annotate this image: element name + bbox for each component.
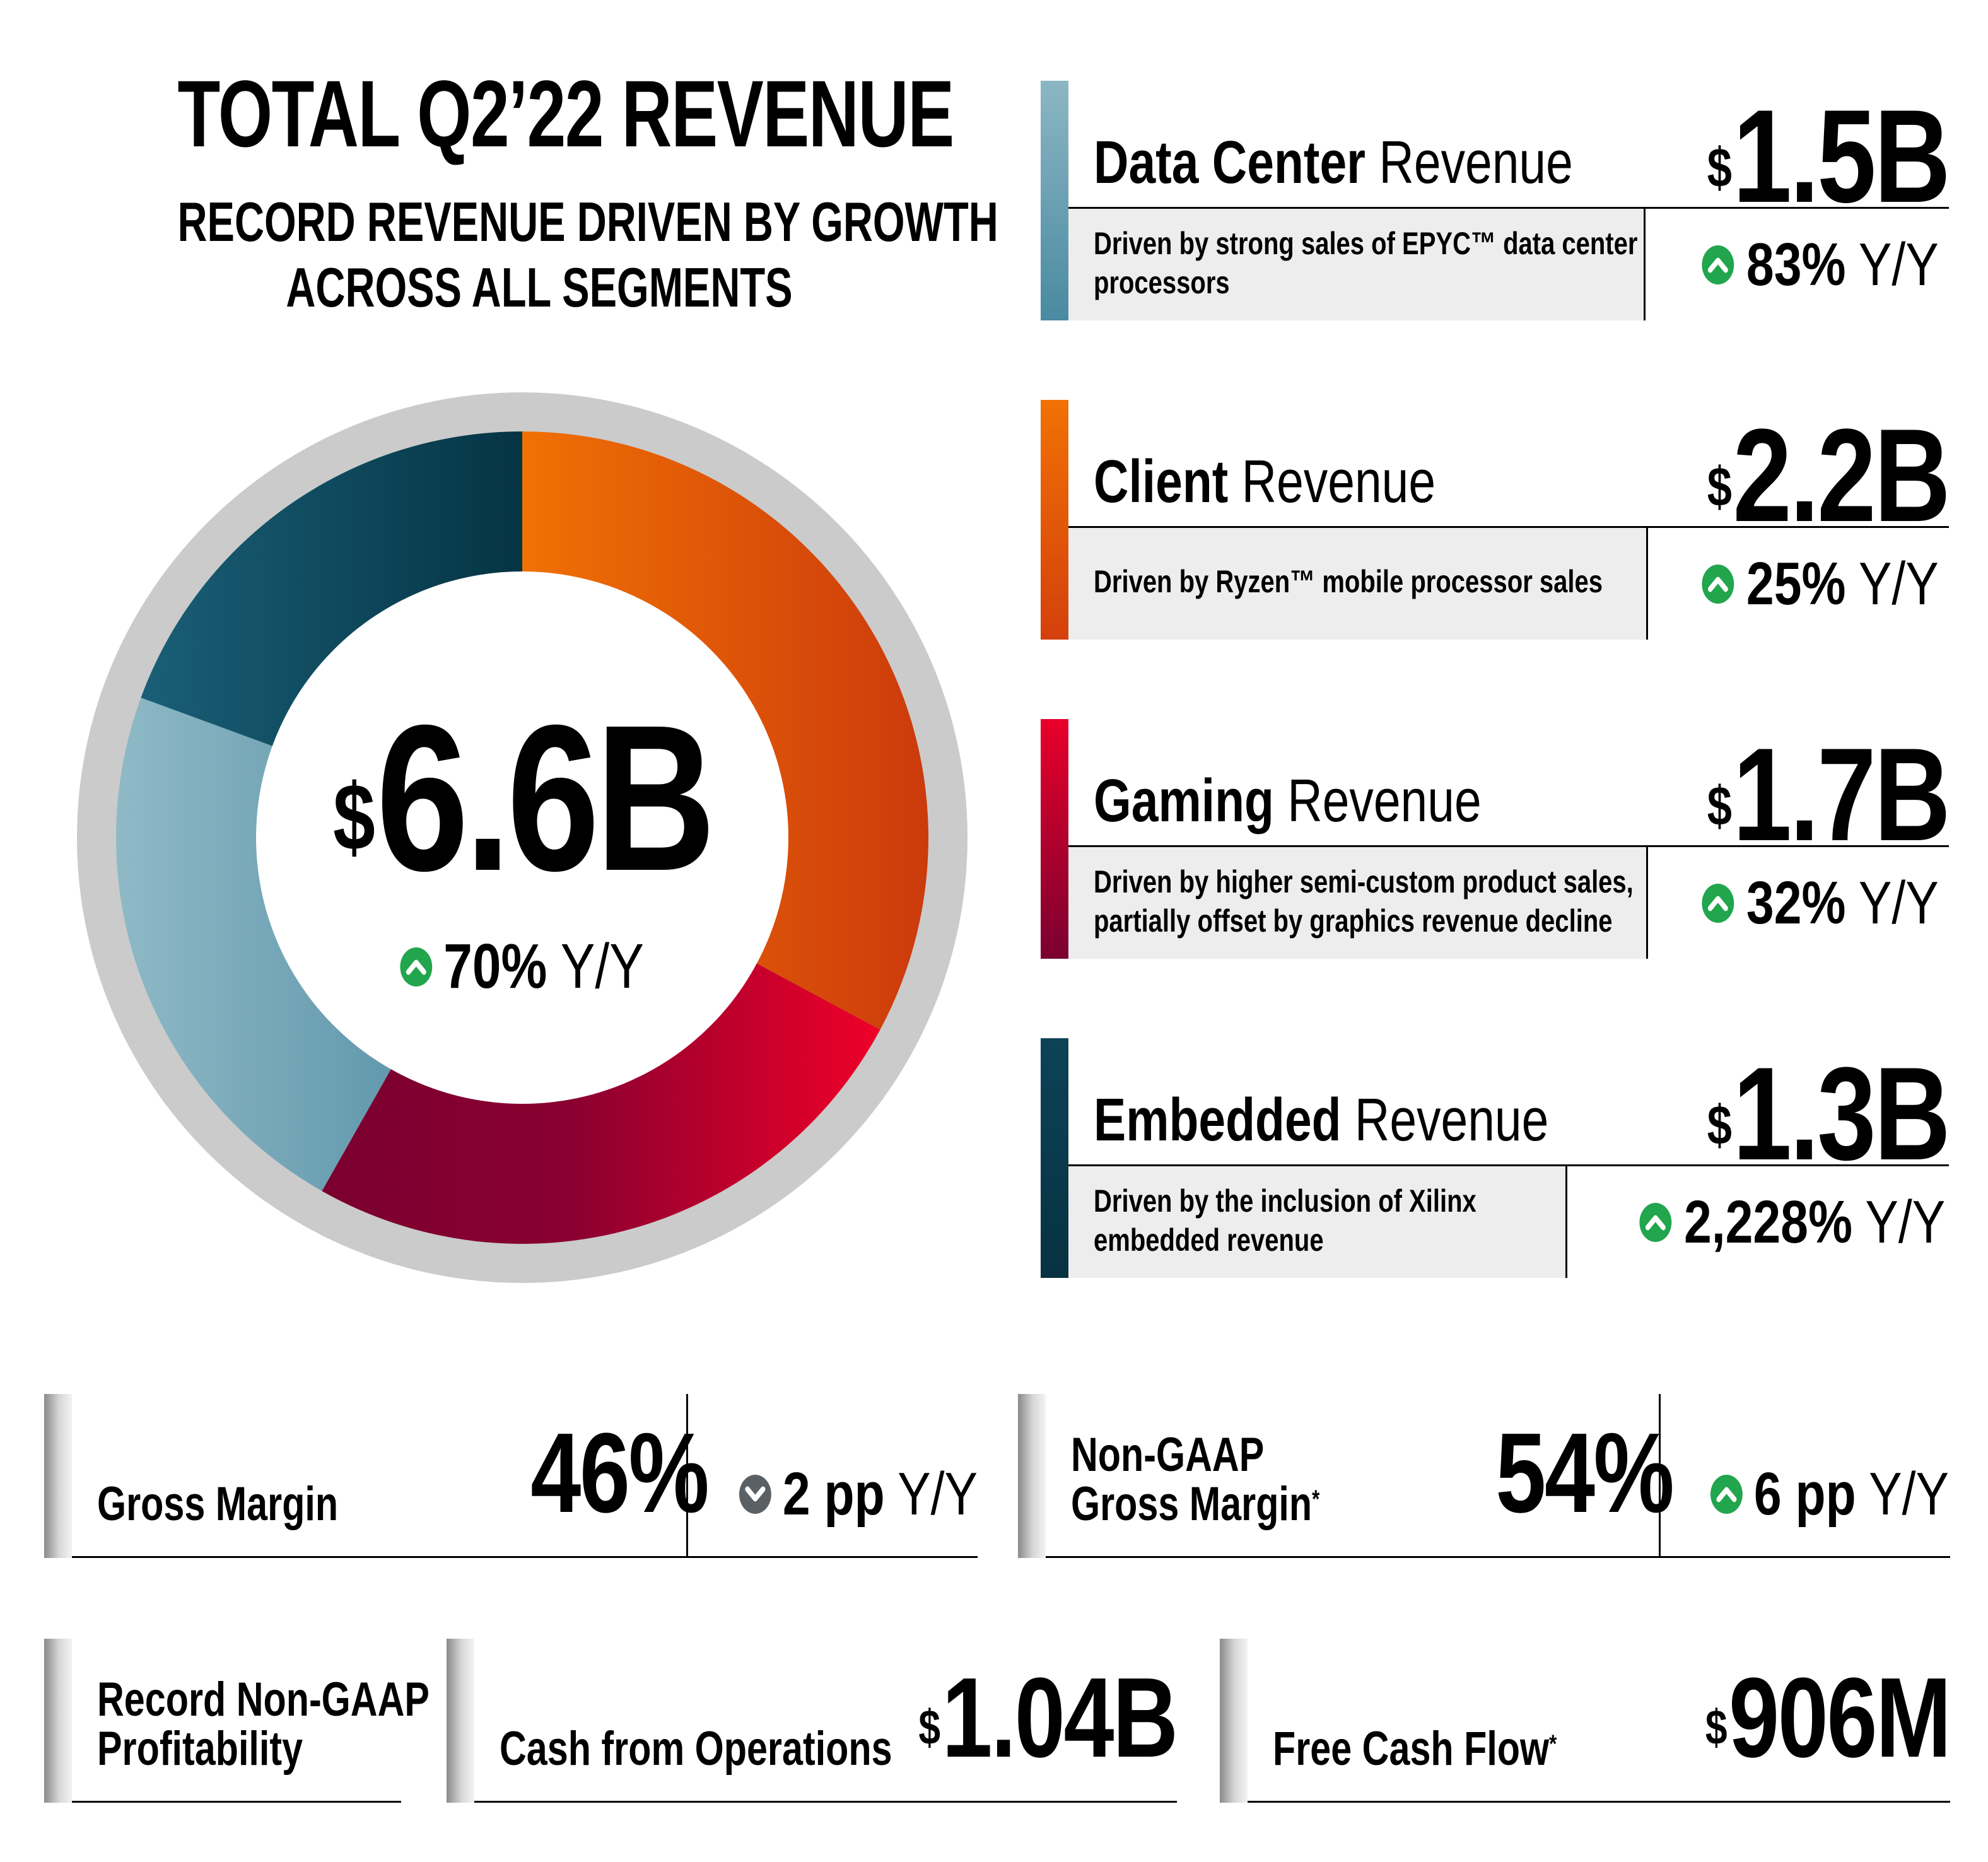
metric-label: Cash from Operations	[500, 1722, 892, 1776]
page-subtitle: RECORD REVENUE DRIVEN BY GROWTH ACROSS A…	[177, 189, 998, 320]
segment-value: $1.3B	[1707, 1039, 1951, 1188]
donut-hole	[256, 571, 788, 1104]
subtitle-line-2: ACROSS ALL SEGMENTS	[286, 256, 793, 319]
segment-growth: 83% Y/Y	[1642, 209, 1939, 320]
chevron-up-icon	[1639, 1202, 1672, 1242]
divider	[1068, 1164, 1949, 1166]
card-accent-bar	[1220, 1639, 1248, 1803]
divider	[1644, 209, 1646, 320]
segment-description-box: Driven by higher semi-custom product sal…	[1068, 847, 1646, 959]
segment-description: Driven by the inclusion of Xilinx embedde…	[1094, 1183, 1476, 1258]
divider	[1565, 1166, 1567, 1278]
chevron-up-icon	[1702, 883, 1734, 923]
divider	[1068, 207, 1949, 209]
segment-value: $2.2B	[1707, 401, 1951, 549]
divider	[686, 1394, 688, 1557]
gross-margin-card: Gross Margin 46% 2 pp Y/Y	[44, 1394, 978, 1558]
segment-description: Driven by Ryzen™ mobile processor sales	[1094, 564, 1603, 599]
divider	[1068, 526, 1949, 528]
card-accent-bar	[44, 1639, 72, 1803]
segment-color-bar	[1041, 719, 1068, 959]
total-growth: 70% Y/Y	[68, 930, 976, 1003]
segment-data-center: Data Center Revenue $1.5B Driven by stro…	[1041, 81, 1951, 320]
segment-title: Data Center Revenue	[1094, 129, 1573, 196]
segment-growth: 2,228% Y/Y	[1573, 1166, 1945, 1278]
cash-from-operations-card: Cash from Operations $1.04B	[447, 1639, 1179, 1803]
chevron-up-icon	[1702, 245, 1734, 284]
segment-gaming: Gaming Revenue $1.7B Driven by higher se…	[1041, 719, 1951, 959]
divider	[1046, 1556, 1950, 1558]
segment-value: $1.7B	[1707, 720, 1951, 869]
segment-color-bar	[1041, 1038, 1068, 1278]
total-growth-pct: 70%	[443, 931, 547, 1002]
segment-value: $1.5B	[1707, 82, 1951, 230]
headline: TOTAL Q2’22 REVENUE RECORD REVENUE DRIVE…	[50, 57, 1028, 320]
segment-title: Gaming Revenue	[1094, 767, 1482, 834]
segment-embedded: Embedded Revenue $1.3B Driven by the inc…	[1041, 1038, 1951, 1278]
metric-value: $1.04B	[918, 1654, 1179, 1781]
segment-description-box: Driven by the inclusion of Xilinx embedde…	[1068, 1166, 1565, 1278]
segment-client: Client Revenue $2.2B Driven by Ryzen™ mo…	[1041, 400, 1951, 640]
metric-label: Free Cash Flow*	[1273, 1722, 1557, 1776]
divider	[474, 1801, 1177, 1803]
card-accent-bar	[44, 1394, 72, 1558]
metric-value: 46%	[530, 1410, 709, 1537]
divider	[1646, 528, 1648, 640]
chevron-down-icon	[739, 1475, 771, 1514]
segment-color-bar	[1041, 400, 1068, 640]
segment-description: Driven by higher semi-custom product sal…	[1094, 864, 1634, 939]
segment-growth: 25% Y/Y	[1642, 528, 1939, 640]
divider	[1646, 847, 1648, 959]
segment-color-bar	[1041, 81, 1068, 320]
metric-growth: 2 pp Y/Y	[739, 1460, 978, 1529]
chevron-up-icon	[400, 947, 433, 987]
total-growth-label: Y/Y	[561, 931, 645, 1002]
free-cash-flow-card: Free Cash Flow* $906M	[1220, 1639, 1951, 1803]
card-accent-bar	[447, 1639, 474, 1803]
page-title: TOTAL Q2’22 REVENUE	[177, 61, 955, 167]
metric-value: 54%	[1495, 1410, 1674, 1537]
card-accent-bar	[1018, 1394, 1046, 1558]
divider	[1659, 1394, 1661, 1557]
metric-label: Non-GAAP Gross Margin*	[1071, 1428, 1320, 1531]
segment-growth: 32% Y/Y	[1642, 847, 1939, 959]
metric-value: $906M	[1705, 1654, 1951, 1781]
metric-growth: 6 pp Y/Y	[1710, 1460, 1949, 1529]
divider	[72, 1556, 978, 1558]
segment-title: Client Revenue	[1094, 448, 1436, 515]
divider	[72, 1801, 401, 1803]
subtitle-line-1: RECORD REVENUE DRIVEN BY GROWTH	[177, 190, 998, 253]
metric-label: Gross Margin	[97, 1477, 339, 1531]
metric-label: Record Non-GAAP Profitability	[97, 1673, 430, 1776]
total-revenue-value: 6.6B	[376, 681, 715, 914]
non-gaap-gross-margin-card: Non-GAAP Gross Margin* 54% 6 pp Y/Y	[1018, 1394, 1950, 1558]
segment-description-box: Driven by strong sales of EPYC™ data cen…	[1068, 209, 1644, 320]
segment-description: Driven by strong sales of EPYC™ data cen…	[1094, 226, 1638, 300]
divider	[1248, 1801, 1950, 1803]
chevron-up-icon	[1702, 564, 1734, 604]
profitability-card: Record Non-GAAP Profitability	[44, 1639, 430, 1803]
segment-title: Embedded Revenue	[1094, 1086, 1549, 1154]
divider	[1068, 845, 1949, 847]
segment-description-box: Driven by Ryzen™ mobile processor sales	[1068, 528, 1646, 640]
total-revenue: $6.6B	[68, 694, 976, 902]
revenue-donut-chart	[77, 392, 968, 1283]
chevron-up-icon	[1710, 1475, 1743, 1514]
currency-symbol: $	[332, 764, 375, 870]
